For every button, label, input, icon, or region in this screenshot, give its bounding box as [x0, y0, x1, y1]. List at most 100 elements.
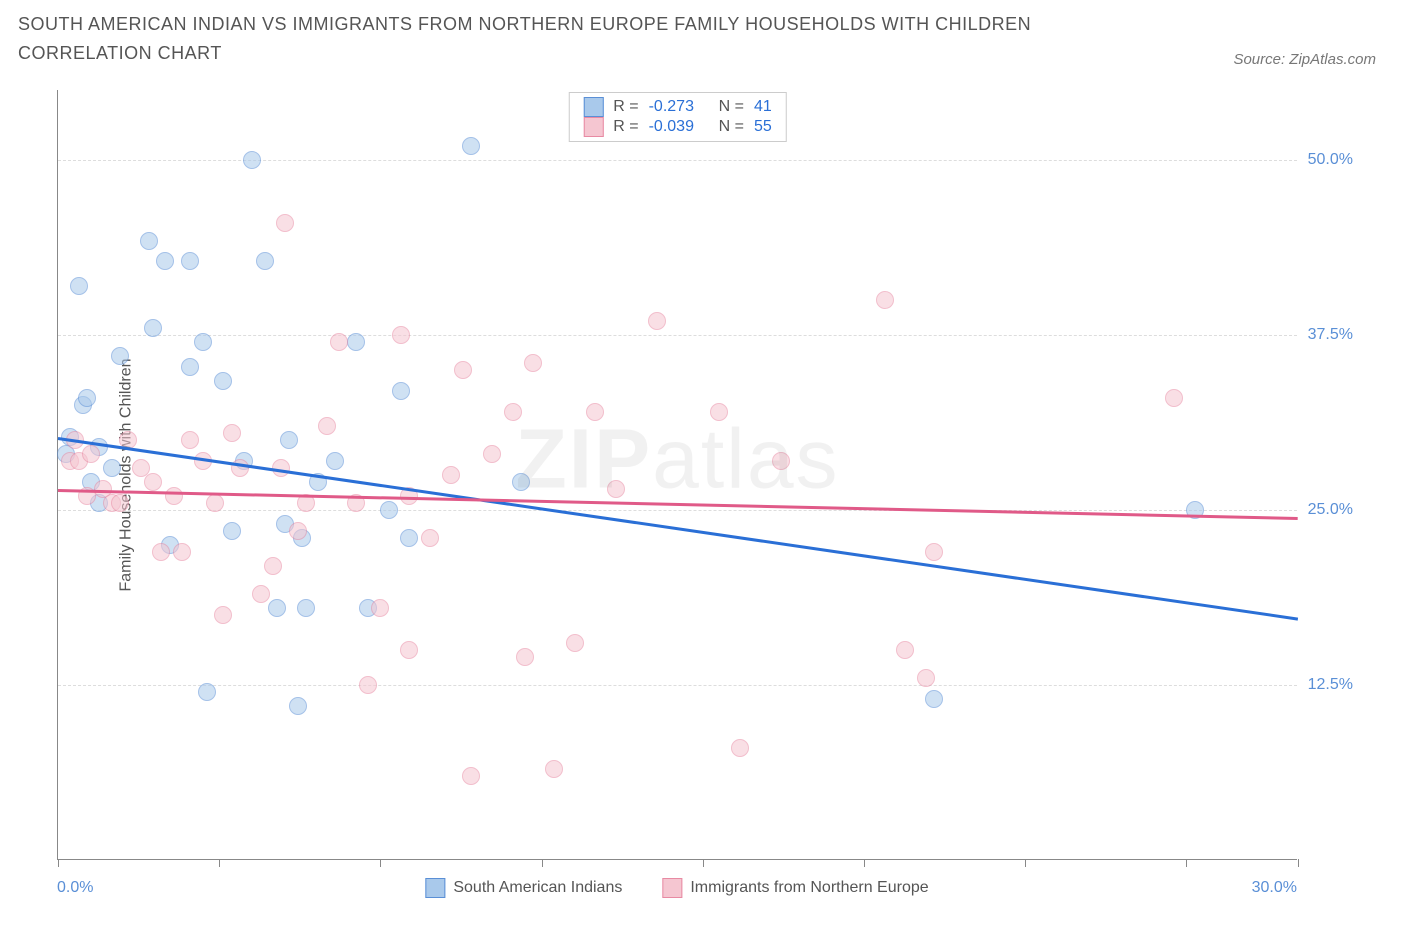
x-tick-label-end: 30.0%	[1252, 879, 1297, 897]
data-point	[78, 389, 96, 407]
legend-swatch	[583, 97, 603, 117]
x-tick	[219, 859, 220, 867]
legend-swatch	[662, 878, 682, 898]
x-tick	[703, 859, 704, 867]
data-point	[347, 333, 365, 351]
data-point	[111, 347, 129, 365]
legend-stats-box: R = -0.273 N = 41 R = -0.039 N = 55	[568, 92, 786, 142]
data-point	[710, 403, 728, 421]
legend-swatch	[583, 117, 603, 137]
data-point	[289, 697, 307, 715]
n-label: N =	[719, 98, 744, 116]
data-point	[876, 291, 894, 309]
watermark: ZIPatlas	[515, 411, 839, 508]
data-point	[462, 137, 480, 155]
data-point	[156, 252, 174, 270]
data-point	[214, 372, 232, 390]
data-point	[144, 473, 162, 491]
n-value: 41	[754, 98, 772, 116]
data-point	[545, 760, 563, 778]
data-point	[925, 690, 943, 708]
data-point	[243, 151, 261, 169]
data-point	[392, 326, 410, 344]
data-point	[421, 529, 439, 547]
data-point	[214, 606, 232, 624]
y-tick-label: 37.5%	[1308, 326, 1353, 344]
data-point	[289, 522, 307, 540]
data-point	[454, 361, 472, 379]
data-point	[371, 599, 389, 617]
gridline	[58, 510, 1297, 511]
data-point	[252, 585, 270, 603]
data-point	[82, 445, 100, 463]
data-point	[198, 683, 216, 701]
trendline	[58, 437, 1298, 620]
data-point	[318, 417, 336, 435]
legend-item: Immigrants from Northern Europe	[662, 878, 928, 898]
data-point	[206, 494, 224, 512]
data-point	[586, 403, 604, 421]
legend-stat-row: R = -0.039 N = 55	[583, 117, 771, 137]
data-point	[280, 431, 298, 449]
data-point	[462, 767, 480, 785]
data-point	[223, 522, 241, 540]
legend-stat-row: R = -0.273 N = 41	[583, 97, 771, 117]
data-point	[326, 452, 344, 470]
data-point	[276, 214, 294, 232]
x-tick	[542, 859, 543, 867]
n-value: 55	[754, 118, 772, 136]
x-tick	[58, 859, 59, 867]
r-label: R =	[613, 118, 638, 136]
x-tick-label-start: 0.0%	[57, 879, 93, 897]
data-point	[359, 676, 377, 694]
x-tick	[1025, 859, 1026, 867]
data-point	[772, 452, 790, 470]
data-point	[297, 599, 315, 617]
x-tick	[1186, 859, 1187, 867]
chart-title: SOUTH AMERICAN INDIAN VS IMMIGRANTS FROM…	[18, 10, 1118, 68]
trendline	[58, 489, 1298, 519]
legend-swatch	[425, 878, 445, 898]
data-point	[256, 252, 274, 270]
chart-area: Family Households with Children ZIPatlas…	[45, 90, 1355, 860]
n-label: N =	[719, 118, 744, 136]
data-point	[223, 424, 241, 442]
y-tick-label: 50.0%	[1308, 151, 1353, 169]
y-tick-label: 25.0%	[1308, 501, 1353, 519]
legend-item: South American Indians	[425, 878, 622, 898]
gridline	[58, 685, 1297, 686]
data-point	[165, 487, 183, 505]
data-point	[264, 557, 282, 575]
data-point	[731, 739, 749, 757]
data-point	[181, 358, 199, 376]
legend-label: South American Indians	[453, 879, 622, 897]
r-value: -0.039	[649, 118, 709, 136]
scatter-plot: ZIPatlas R =-0.273N =41R =-0.039N =55 12…	[57, 90, 1297, 860]
data-point	[917, 669, 935, 687]
data-point	[330, 333, 348, 351]
r-value: -0.273	[649, 98, 709, 116]
data-point	[400, 529, 418, 547]
data-point	[1165, 389, 1183, 407]
data-point	[181, 252, 199, 270]
data-point	[111, 494, 129, 512]
data-point	[483, 445, 501, 463]
data-point	[896, 641, 914, 659]
data-point	[152, 543, 170, 561]
data-point	[194, 333, 212, 351]
data-point	[103, 459, 121, 477]
r-label: R =	[613, 98, 638, 116]
data-point	[268, 599, 286, 617]
y-tick-label: 12.5%	[1308, 676, 1353, 694]
data-point	[512, 473, 530, 491]
data-point	[173, 543, 191, 561]
data-point	[442, 466, 460, 484]
data-point	[607, 480, 625, 498]
gridline	[58, 335, 1297, 336]
x-tick	[380, 859, 381, 867]
legend-label: Immigrants from Northern Europe	[690, 879, 928, 897]
data-point	[140, 232, 158, 250]
data-point	[144, 319, 162, 337]
data-point	[380, 501, 398, 519]
data-point	[524, 354, 542, 372]
